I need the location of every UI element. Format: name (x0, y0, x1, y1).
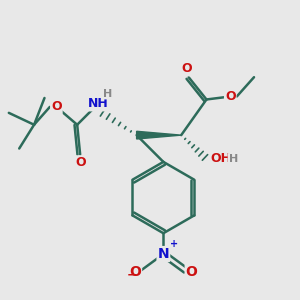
Text: O: O (129, 265, 141, 279)
Text: H: H (229, 154, 238, 164)
Text: O: O (51, 100, 62, 113)
Text: O: O (186, 265, 197, 279)
Text: O: O (182, 62, 193, 75)
Polygon shape (136, 131, 181, 139)
Text: −: − (126, 269, 137, 282)
Text: NH: NH (88, 98, 108, 110)
Text: H: H (103, 88, 112, 98)
Text: +: + (170, 239, 178, 250)
Text: O: O (225, 90, 236, 103)
Text: O: O (75, 156, 86, 169)
Text: OH: OH (211, 152, 232, 165)
Text: N: N (158, 247, 169, 261)
